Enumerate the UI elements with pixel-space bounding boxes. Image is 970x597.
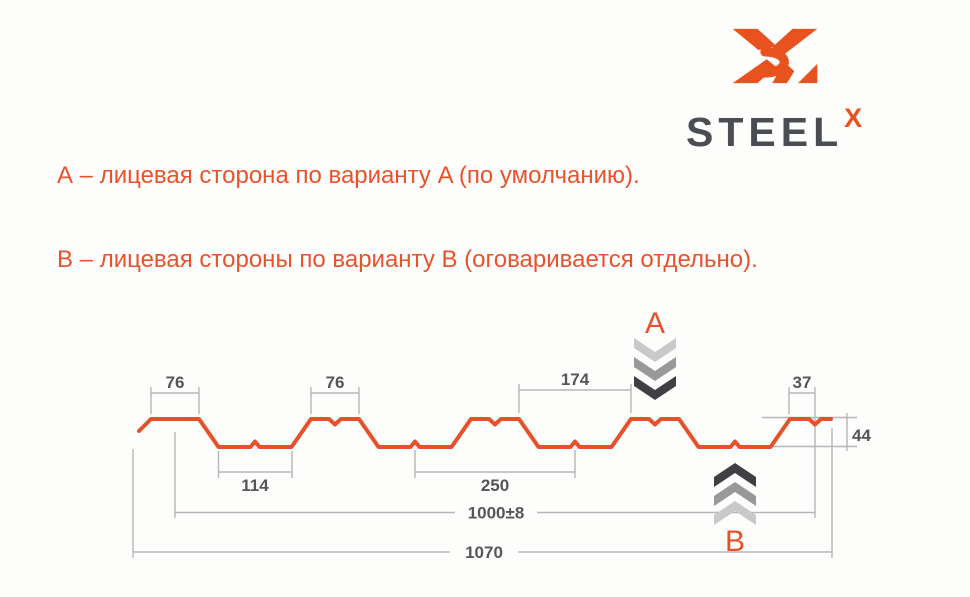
logo-brand-text: STEEL [686,109,844,155]
dim-label-1000: 1000±8 [468,504,525,523]
chevron-down-icon [634,338,676,400]
dim-profile-height: 44 [762,413,871,451]
dim-label-250: 250 [481,476,509,495]
dim-label-174: 174 [561,370,590,389]
note-variant-a: А – лицевая сторона по варианту A (по ум… [57,162,640,189]
dim-label-1070: 1070 [465,543,503,562]
dim-working-width: 1000±8 [174,432,815,523]
marker-a-label: А [645,307,665,340]
dim-crest-top-1: 76 [150,373,200,414]
dim-label-114: 114 [241,476,269,495]
note-variant-b: B – лицевая стороны по варианту B (огова… [57,246,758,273]
chevron-up-icon [714,463,756,525]
marker-face-b: B [714,463,756,558]
dim-label-76-mid: 76 [326,373,345,392]
dim-module-pitch: 250 [414,450,576,495]
logo-superscript-x: X [844,103,863,133]
dim-crest-top-2: 76 [310,373,360,414]
steelx-x-icon [732,28,818,84]
dim-valley-span-top: 174 [518,370,632,413]
logo: STEEL X [686,105,862,155]
marker-face-a: А [634,307,676,400]
dim-label-37: 37 [793,373,812,392]
dim-label-44: 44 [852,426,871,445]
dim-label-76-left: 76 [166,373,185,392]
dim-valley-bottom: 114 [217,451,293,495]
dim-edge-crest: 37 [788,373,816,518]
marker-b-label: B [725,525,745,558]
dim-overall-width: 1070 [132,428,833,562]
profile-sheet-outline [137,417,833,449]
